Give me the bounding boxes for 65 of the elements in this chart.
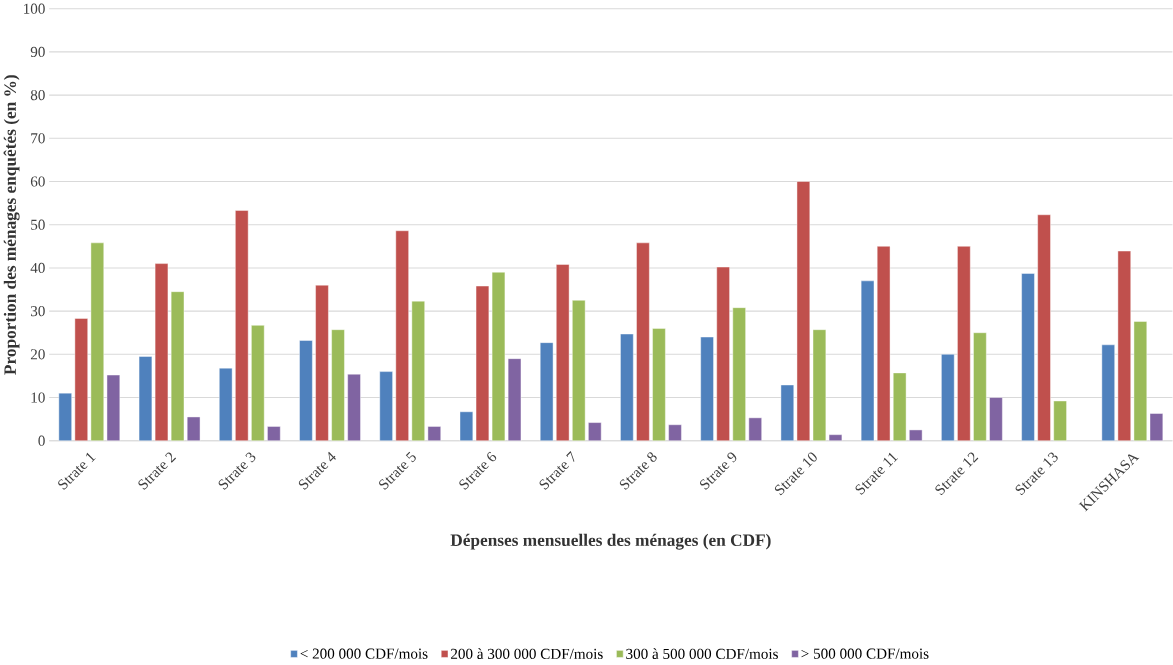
- bar: [331, 329, 345, 442]
- bar: [909, 429, 923, 442]
- bar: [106, 374, 121, 442]
- legend-label: < 200 000 CDF/mois: [300, 648, 428, 659]
- bar: [427, 426, 441, 442]
- bar: [700, 336, 714, 442]
- y-tick-label: 20: [30, 349, 45, 360]
- bar: [299, 340, 313, 442]
- bar: [186, 416, 201, 442]
- y-tick-label: 0: [38, 435, 45, 446]
- y-tick-label: 30: [30, 306, 45, 317]
- bar: [170, 291, 185, 442]
- bar: [588, 422, 602, 442]
- bar: [572, 300, 586, 442]
- bar: [620, 333, 634, 442]
- y-tick-label: 70: [31, 133, 45, 144]
- bar: [58, 393, 72, 442]
- y-tick-label: 50: [31, 219, 45, 230]
- bar: [652, 328, 666, 442]
- bar: [219, 368, 233, 442]
- bar: [893, 372, 907, 442]
- bar: [796, 181, 811, 442]
- bar: [556, 264, 570, 442]
- bar: [459, 411, 474, 442]
- bar: [347, 374, 361, 442]
- bar: [876, 246, 891, 442]
- bar: [267, 426, 281, 442]
- bar: [1101, 344, 1115, 442]
- bar: [379, 371, 393, 442]
- bar: [315, 285, 329, 442]
- bar: [668, 424, 682, 442]
- bar: [235, 210, 249, 442]
- bar: [540, 342, 554, 442]
- bar: [941, 354, 955, 442]
- legend-label: 200 à 300 000 CDF/mois: [451, 648, 603, 660]
- bar: [989, 397, 1003, 442]
- bar: [860, 280, 875, 442]
- bar: [732, 307, 746, 442]
- bar: [748, 417, 762, 442]
- y-tick-label: 90: [30, 46, 45, 58]
- y-tick-label: 60: [30, 176, 45, 187]
- y-tick-label: 80: [30, 90, 45, 101]
- bar: [1037, 214, 1051, 442]
- y-tick-label: 40: [30, 262, 45, 274]
- bar: [716, 266, 730, 442]
- bar: [1053, 400, 1067, 442]
- bar: [1117, 250, 1131, 442]
- x-axis-title: Dépenses mensuelles des ménages (en CDF): [450, 533, 771, 550]
- bar: [973, 332, 987, 442]
- bar: [636, 242, 650, 442]
- legend-label: 300 à 500 000 CDF/mois: [626, 648, 778, 660]
- bar: [395, 230, 409, 442]
- y-axis-title: Proportion des ménages enquêtés (en %): [3, 75, 20, 375]
- y-tick-label: 10: [31, 392, 45, 403]
- bar: [251, 325, 265, 442]
- bar: [780, 384, 794, 442]
- bar: [1149, 413, 1164, 442]
- bar: [957, 246, 971, 442]
- legend-label: > 500 000 CDF/mois: [801, 648, 929, 659]
- y-tick-label: 100: [24, 3, 45, 14]
- bar: [1021, 273, 1035, 442]
- bar: [1133, 321, 1148, 442]
- bar: [411, 301, 425, 442]
- bar: [74, 318, 88, 442]
- bar: [90, 242, 104, 442]
